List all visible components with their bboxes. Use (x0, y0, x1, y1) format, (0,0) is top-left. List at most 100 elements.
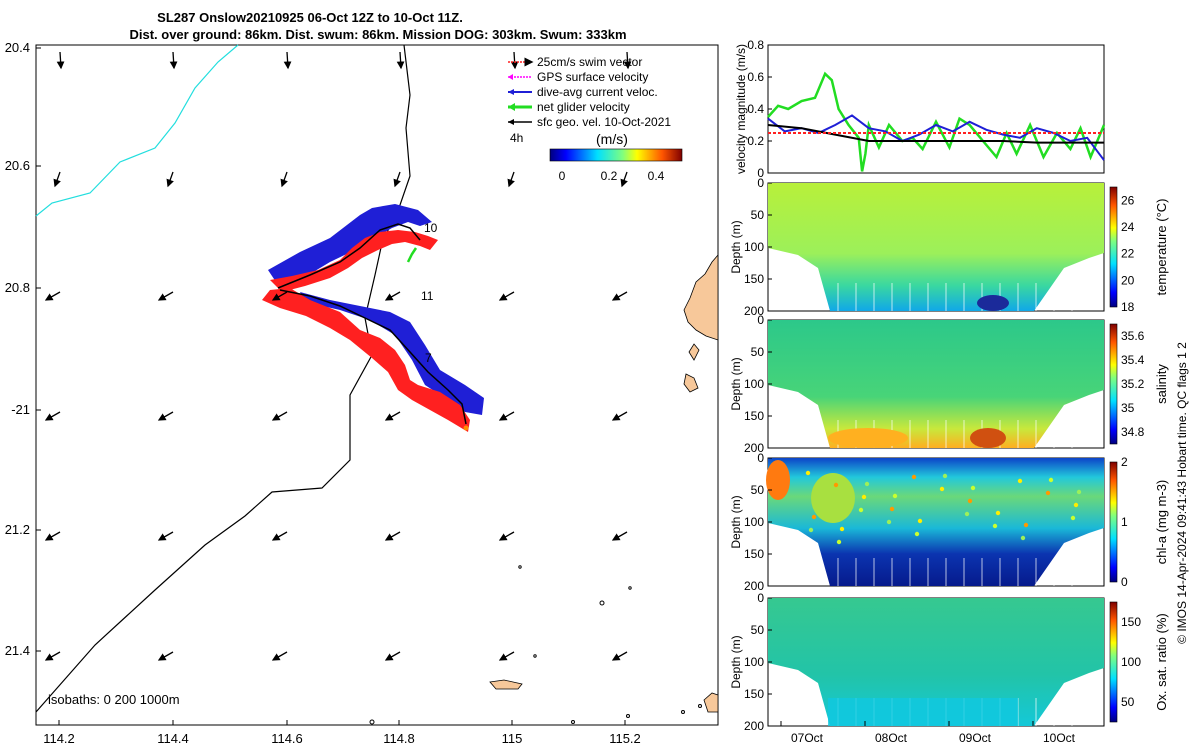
map-frame (35, 44, 719, 726)
net-velocity-segment (406, 247, 418, 263)
geo-velocity-arrow (384, 411, 401, 421)
title-line-2: Dist. over ground: 86km. Dist. swum: 86k… (129, 27, 626, 42)
legend-item: dive-avg current veloc. (508, 85, 658, 99)
colorbar-tick-label: 22 (1121, 247, 1135, 261)
colorbar-tick-label: 100 (1121, 655, 1141, 669)
map-colorbar-tick: 0 (559, 169, 566, 183)
geo-velocity-arrow (498, 411, 515, 421)
colorbar-tick-label: 34.8 (1121, 425, 1145, 439)
map-y-tick-label: 20.4 (5, 40, 30, 55)
geo-velocity-arrow (157, 411, 174, 421)
geo-velocity-arrow (498, 291, 515, 301)
colorbar-label: chl-a (mg m-3) (1154, 480, 1169, 565)
map-x-axis: 114.2 114.4 114.6 114.8 115 115.2 (43, 720, 641, 746)
velocity-series-line (767, 114, 1105, 161)
section-y-tick-label: 50 (751, 345, 765, 359)
geo-velocity-arrow (56, 51, 65, 70)
geo-velocity-arrow (271, 291, 288, 301)
current-vector-swath (268, 204, 484, 415)
geo-velocity-arrow (611, 411, 628, 421)
chl-sample-dot (939, 486, 945, 492)
map-x-tick-label: 115.2 (609, 731, 641, 746)
map-y-tick-label: 21.2 (5, 522, 30, 537)
chl-sample-dot (805, 470, 811, 476)
temperature-section: 0 50 100 150 200 Depth (m) 18 20 22 24 26 temperatu… (729, 176, 1169, 318)
map-colorbar-tick: 0.2 (601, 169, 618, 183)
colorbar-tick-label: 24 (1121, 220, 1135, 234)
section-colorbar (1109, 186, 1118, 308)
high-salinity-patch (970, 428, 1006, 448)
chl-sample-dot (1017, 478, 1023, 484)
section-ylabel: Depth (m) (729, 635, 743, 688)
geo-velocity-arrow (396, 51, 405, 70)
land-islet (703, 692, 719, 713)
geo-velocity-arrow (498, 531, 515, 541)
chl-sample-dot (833, 482, 839, 488)
oxygen-bottom-layer (828, 698, 1018, 726)
chl-sample-dot (864, 481, 870, 487)
map-x-tick-label: 114.4 (157, 731, 189, 746)
track-label: 10 (424, 221, 438, 235)
chl-sample-dot (1023, 522, 1029, 528)
geo-velocity-arrow (44, 411, 61, 421)
section-ylabel: Depth (m) (729, 495, 743, 548)
track-label: 11 (421, 289, 434, 303)
colorbar-tick-label: 18 (1121, 300, 1135, 314)
small-islets (369, 565, 702, 725)
colorbar-tick-label: 20 (1121, 273, 1135, 287)
high-salinity-patch (828, 428, 908, 448)
section-colorbar (1109, 601, 1118, 723)
chl-sample-dot (811, 514, 817, 520)
colorbar-tick-label: 35.2 (1121, 377, 1145, 391)
geo-velocity-arrow (611, 531, 628, 541)
chl-sample-dot (970, 485, 976, 491)
land-island (683, 253, 719, 341)
title-line-1: SL287 Onslow20210925 06-Oct 12Z to 10-Oc… (157, 10, 463, 25)
glider-track-line (279, 289, 467, 425)
salinity-section: 0 50 100 150 200 Depth (m) 34.8 35 35.2 35.4 35.6 s… (729, 313, 1169, 455)
section-y-tick-label: 150 (744, 272, 764, 286)
geo-velocity-arrow (384, 651, 401, 661)
chl-sample-dot (836, 539, 842, 545)
geo-velocity-arrow (44, 651, 61, 661)
colorbar-tick-label: 26 (1121, 193, 1135, 207)
time-tick-label: 08Oct (875, 731, 908, 745)
chl-sample-dot (839, 526, 845, 532)
legend-item: 25cm/s swim vector (508, 55, 642, 69)
geo-velocity-arrow (166, 171, 174, 188)
geo-velocity-arrow (283, 51, 292, 70)
chl-sample-dot (917, 518, 923, 524)
chl-sample-dot (995, 510, 1001, 516)
sfc-geo-velocity-field (44, 51, 632, 661)
track-map: 10 11 7 isobaths: 0 200 1000m 114.2 114.4… (5, 40, 719, 746)
legend-label: GPS surface velocity (537, 70, 648, 84)
chl-sample-dot (1076, 489, 1082, 495)
map-y-tick-label: 20.6 (5, 158, 30, 173)
geo-velocity-arrow (271, 531, 288, 541)
map-x-tick-label: 114.2 (43, 731, 75, 746)
track-end-marker (463, 425, 469, 431)
chla-section: 0 50 100 150 200 Depth (m) 0 1 2 chl-a (mg m-3) (729, 451, 1169, 593)
colorbar-tick-label: 35.6 (1121, 329, 1145, 343)
map-legend: 25cm/s swim vector GPS surface velocity … (508, 55, 683, 183)
section-y-tick-label: 0 (757, 313, 764, 327)
chl-sample-dot (942, 473, 948, 479)
geo-velocity-arrow (507, 171, 515, 188)
map-y-tick-label: -21 (11, 402, 30, 417)
geo-velocity-arrow (280, 171, 288, 188)
land-islet (489, 679, 523, 690)
section-y-tick-label: 100 (744, 515, 764, 529)
geo-velocity-arrow (157, 651, 174, 661)
section-y-tick-label: 50 (751, 208, 765, 222)
geo-velocity-arrow (510, 51, 519, 70)
geo-velocity-arrow (620, 171, 628, 188)
chl-sample-dot (886, 519, 892, 525)
map-colorbar-label: (m/s) (596, 131, 628, 147)
geo-velocity-arrow (611, 291, 628, 301)
section-y-tick-label: 50 (751, 483, 765, 497)
cold-water-patch (977, 295, 1009, 311)
chl-sample-dot (858, 507, 864, 513)
colorbar-tick-label: 1 (1121, 515, 1128, 529)
section-data-field (768, 183, 1104, 311)
